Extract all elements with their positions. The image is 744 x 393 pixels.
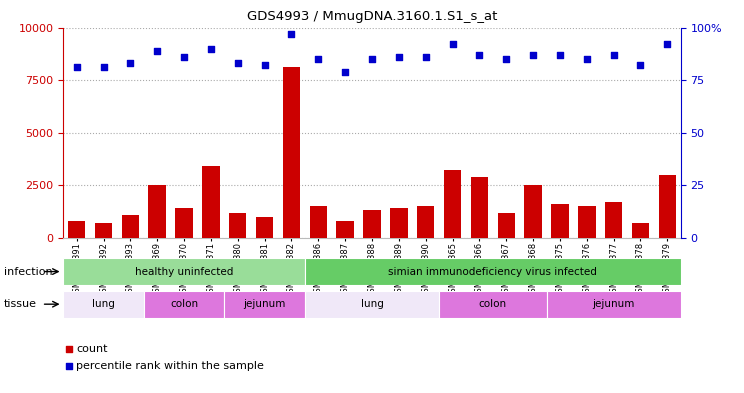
Bar (363, 210, 381, 238)
Bar (225, 291, 305, 318)
Bar (336, 221, 354, 238)
Point (581, 56, 593, 62)
Point (446, 41, 458, 48)
Point (366, 56, 378, 62)
Text: count: count (76, 344, 107, 354)
Point (527, 52, 539, 58)
Text: simian immunodeficiency virus infected: simian immunodeficiency virus infected (388, 266, 597, 277)
Point (178, 54, 190, 60)
Bar (121, 215, 139, 238)
Bar (547, 291, 681, 318)
Bar (439, 291, 547, 318)
Text: colon: colon (170, 299, 198, 309)
Point (259, 62, 271, 68)
Point (312, 56, 324, 62)
Text: jejunum: jejunum (592, 299, 635, 309)
Point (661, 41, 673, 48)
Point (554, 52, 566, 58)
Point (124, 60, 136, 66)
Bar (310, 206, 327, 238)
Bar (63, 291, 144, 318)
Bar (632, 223, 650, 238)
Point (608, 52, 620, 58)
Point (473, 52, 485, 58)
Bar (417, 206, 434, 238)
Bar (283, 68, 300, 238)
Bar (498, 213, 515, 238)
Bar (63, 258, 305, 285)
Bar (390, 208, 408, 238)
Text: lung: lung (92, 299, 115, 309)
Point (339, 68, 351, 75)
Text: healthy uninfected: healthy uninfected (135, 266, 234, 277)
Point (500, 56, 512, 62)
Text: infection: infection (4, 266, 52, 277)
Point (97, 64, 109, 71)
Text: jejunum: jejunum (243, 299, 286, 309)
Bar (525, 185, 542, 238)
Bar (305, 258, 681, 285)
Bar (658, 174, 676, 238)
Bar (444, 171, 461, 238)
Point (63, 363, 75, 369)
Bar (551, 204, 568, 238)
Text: lung: lung (361, 299, 383, 309)
Bar (256, 217, 273, 238)
Point (151, 48, 163, 54)
Bar (176, 208, 193, 238)
Point (635, 62, 647, 68)
Bar (94, 223, 112, 238)
Point (232, 60, 244, 66)
Text: tissue: tissue (4, 299, 36, 309)
Point (71, 64, 83, 71)
Point (286, 31, 298, 37)
Bar (144, 291, 225, 318)
Bar (149, 185, 166, 238)
Bar (229, 213, 246, 238)
Text: GDS4993 / MmugDNA.3160.1.S1_s_at: GDS4993 / MmugDNA.3160.1.S1_s_at (247, 10, 497, 23)
Point (393, 54, 405, 60)
Point (420, 54, 432, 60)
Bar (605, 202, 623, 238)
Bar (471, 177, 488, 238)
Bar (68, 221, 86, 238)
Bar (578, 206, 595, 238)
Bar (202, 166, 219, 238)
Point (205, 45, 217, 51)
Text: colon: colon (478, 299, 507, 309)
Bar (305, 291, 439, 318)
Point (63, 346, 75, 352)
Text: percentile rank within the sample: percentile rank within the sample (76, 361, 264, 371)
